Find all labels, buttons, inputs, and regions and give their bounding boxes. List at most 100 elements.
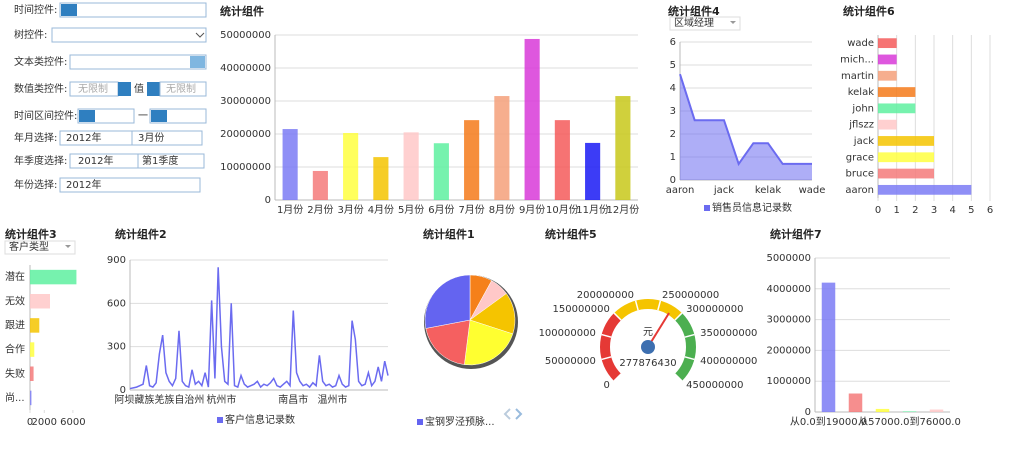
bar [403, 132, 419, 200]
legend-marker [217, 417, 223, 423]
dropdown-button[interactable] [190, 56, 205, 68]
label: 树控件: [14, 28, 47, 41]
x-tick-label: kelak [755, 185, 781, 196]
y-tick-label: 300 [107, 342, 126, 353]
bar [878, 87, 916, 97]
gauge-band [614, 299, 682, 321]
bar [585, 142, 601, 200]
gauge-tick [674, 373, 683, 382]
bar [312, 170, 328, 200]
dropdown-label: 客户类型 [9, 240, 49, 253]
y-tick-label: 3 [670, 106, 676, 117]
label: 年份选择: [14, 178, 57, 191]
value: 第1季度 [142, 154, 178, 167]
gauge-tick [684, 333, 695, 338]
chart-title: 统计组件6 [843, 4, 895, 18]
x-tick-label: 2000 [32, 417, 57, 428]
arrow-button[interactable] [147, 82, 160, 96]
bar [878, 136, 934, 146]
bar [878, 54, 897, 65]
dropdown[interactable] [669, 16, 741, 31]
arrow-button[interactable] [118, 82, 131, 96]
x-tick-label: 6月份 [428, 204, 454, 216]
chevron [195, 32, 205, 38]
gauge-band [600, 313, 622, 381]
gauge-tick-label: 50000000 [545, 356, 596, 367]
bar [848, 393, 863, 412]
bar [524, 38, 540, 201]
line [129, 267, 389, 390]
value: 2012年 [78, 154, 113, 167]
calendar-icon[interactable] [79, 110, 95, 122]
y-tick-label: 0 [265, 195, 271, 206]
gauge-tick-label: 350000000 [700, 328, 757, 339]
dropdown[interactable] [4, 240, 76, 255]
bar [30, 342, 35, 357]
separator: 一 [138, 111, 148, 122]
y-tick-label: 5 [670, 60, 676, 71]
x-tick-label: 3月份 [337, 204, 363, 216]
y-tick-label: 900 [107, 255, 126, 266]
bar [343, 133, 359, 200]
category-label: 尚... [5, 391, 25, 404]
month-select[interactable] [131, 130, 203, 146]
x-tick-label: 温州市 [317, 393, 347, 406]
value: 2012年 [66, 131, 101, 144]
pager[interactable] [503, 408, 523, 420]
y-tick-label: 0 [120, 385, 126, 396]
number-max[interactable] [159, 81, 207, 97]
legend-marker [704, 205, 710, 211]
gauge-tick [657, 300, 662, 311]
tree-select[interactable] [51, 27, 207, 43]
y-tick-label: 3000000 [766, 315, 811, 326]
y-tick-label: 0 [670, 175, 676, 186]
x-tick-label: 7月份 [458, 204, 484, 216]
x-tick-label: 1 [893, 205, 899, 216]
bar [878, 152, 934, 163]
bar [373, 157, 389, 200]
gauge-tick-label: 150000000 [553, 304, 610, 315]
x-tick-label: 5月份 [398, 204, 424, 216]
x-tick-label: 3 [931, 205, 937, 216]
line [679, 73, 812, 167]
x-tick-label: 2月份 [307, 204, 333, 216]
chart-title: 统计组件2 [115, 227, 167, 241]
x-tick-label: 从0.0到19000.0 [790, 416, 867, 428]
text-select[interactable] [69, 54, 207, 70]
gauge-tick-label: 400000000 [700, 356, 757, 367]
bar [282, 129, 298, 200]
category-label: 跟进 [5, 319, 25, 331]
prev-arrow[interactable] [503, 408, 511, 420]
bar [878, 119, 897, 130]
y-tick-label: 20000000 [220, 129, 271, 140]
x-tick-label: 0 [27, 417, 33, 428]
category-label: grace [846, 152, 874, 163]
legend-label: 宝钢罗泾预脉... [425, 415, 495, 428]
bar [30, 269, 77, 285]
bar [30, 390, 32, 406]
category-label: 失败 [5, 367, 25, 380]
label: 年季度选择: [14, 154, 67, 167]
quarter-select[interactable] [137, 153, 205, 169]
next-arrow[interactable] [515, 408, 523, 420]
category-label: mich... [840, 54, 874, 65]
x-tick-label: 8月份 [489, 204, 515, 216]
bar [878, 184, 972, 195]
placeholder: 无限制 [78, 82, 108, 95]
x-tick-label: 0 [875, 205, 881, 216]
time-input[interactable] [59, 2, 207, 18]
chart-title: 统计组件3 [5, 227, 57, 241]
category-label: aaron [845, 185, 874, 196]
bar [30, 318, 40, 333]
x-tick-label: 6 [987, 205, 993, 216]
calendar-icon[interactable] [61, 4, 77, 16]
y-tick-label: 50000000 [220, 30, 271, 41]
gauge-tick-label: 450000000 [686, 380, 743, 391]
calendar-icon[interactable] [151, 110, 167, 122]
x-tick-label: 4月份 [368, 204, 394, 216]
y-tick-label: 2000000 [766, 345, 811, 356]
chevron [730, 21, 736, 24]
year-select[interactable] [59, 177, 201, 193]
needle-hub [641, 340, 655, 354]
